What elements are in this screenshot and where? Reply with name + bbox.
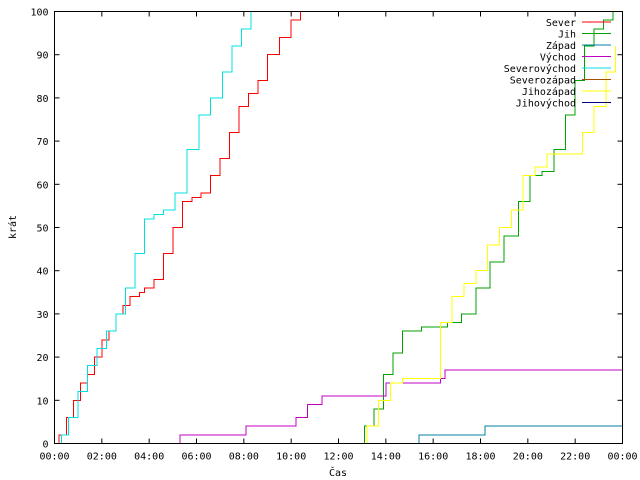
y-tick-label: 0 xyxy=(42,440,48,451)
legend-label-4: Severovýchod xyxy=(504,63,576,75)
plot-area-frame xyxy=(54,11,623,444)
x-tick-label: 22:00 xyxy=(560,452,590,463)
x-tick-label: 16:00 xyxy=(418,452,448,463)
legend-label-5: Severozápad xyxy=(510,75,576,87)
x-axis-label: Čas xyxy=(329,466,347,479)
x-tick-label: 04:00 xyxy=(134,452,164,463)
x-tick-label: 00:00 xyxy=(607,452,637,463)
y-tick-label: 60 xyxy=(36,180,48,191)
y-tick-label: 70 xyxy=(36,137,48,148)
legend-label-3: Východ xyxy=(540,52,576,64)
x-tick-label: 10:00 xyxy=(276,452,306,463)
y-tick-label: 10 xyxy=(36,396,48,407)
legend-label-6: Jihozápad xyxy=(522,86,576,98)
y-tick-label: 80 xyxy=(36,94,48,105)
y-tick-label: 30 xyxy=(36,310,48,321)
x-tick-label: 02:00 xyxy=(87,452,117,463)
series-line-1 xyxy=(357,11,614,444)
x-tick-label: 18:00 xyxy=(465,452,495,463)
legend-label-7: Jihovýchod xyxy=(516,98,576,110)
y-tick-label: 90 xyxy=(36,51,48,62)
series-line-4 xyxy=(54,11,252,444)
series-group xyxy=(54,11,623,444)
x-tick-label: 06:00 xyxy=(181,452,211,463)
series-line-0 xyxy=(54,11,302,444)
x-tick-label: 00:00 xyxy=(39,452,69,463)
y-tick-label: 100 xyxy=(30,8,48,19)
legend-label-2: Západ xyxy=(546,40,576,52)
x-tick-label: 12:00 xyxy=(323,452,353,463)
y-tick-label: 50 xyxy=(36,224,48,235)
series-line-3 xyxy=(175,369,623,444)
legend: SeverJihZápadVýchodSeverovýchodSeverozáp… xyxy=(504,18,611,110)
series-line-6 xyxy=(355,46,616,444)
axis-ticks: 00:00 02:00 04:00 06:00 08:00 10:00 12:00 14:00… xyxy=(30,8,637,463)
legend-label-1: Jih xyxy=(558,30,576,41)
x-tick-label: 14:00 xyxy=(371,452,401,463)
y-tick-label: 40 xyxy=(36,267,48,278)
y-axis-label: krát xyxy=(7,215,19,239)
legend-label-0: Sever xyxy=(546,18,576,29)
y-tick-label: 20 xyxy=(36,353,48,364)
series-line-2 xyxy=(414,425,623,444)
x-tick-label: 08:00 xyxy=(229,452,259,463)
x-tick-label: 20:00 xyxy=(513,452,543,463)
